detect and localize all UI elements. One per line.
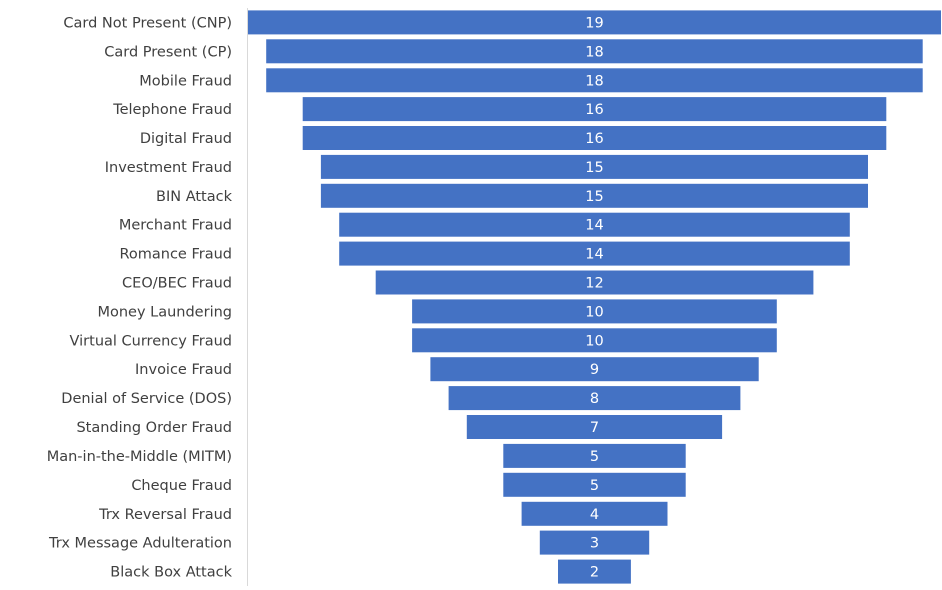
value-label: 10 [585,304,603,320]
bar [430,357,759,382]
value-label: 9 [590,362,599,378]
category-label: Romance Fraud [119,247,232,263]
value-label: 4 [590,507,599,523]
category-label: BIN Attack [156,189,233,205]
bar [503,472,686,497]
bar [539,530,650,555]
bar [339,241,850,266]
value-label: 5 [590,449,599,465]
category-label: Man-in-the-Middle (MITM) [47,449,232,465]
bar [375,270,814,295]
category-label: Telephone Fraud [112,102,232,118]
category-label: CEO/BEC Fraud [122,276,232,292]
value-label: 7 [590,420,599,436]
bar [558,559,631,584]
bar [521,501,668,526]
bar [412,328,777,353]
value-label: 8 [590,391,599,407]
category-label: Investment Fraud [105,160,232,176]
value-label: 15 [585,160,603,176]
value-label: 15 [585,189,603,205]
value-label: 5 [590,478,599,494]
bars-group [248,10,941,584]
value-labels-group: 19 18 18 16 16 15 15 14 14 12 10 10 9 8 7 5 5 4 3 2 [585,15,603,580]
category-label: Standing Order Fraud [76,420,232,436]
bar [412,299,777,324]
category-label: Card Not Present (CNP) [63,15,232,31]
category-label: Money Laundering [97,304,232,320]
bar [302,126,887,150]
value-label: 2 [590,565,599,581]
value-label: 16 [585,102,603,118]
bar [320,154,868,179]
value-label: 10 [585,333,603,349]
category-label: Trx Message Adulteration [48,536,232,552]
bar [266,68,923,93]
value-label: 14 [585,247,603,263]
category-label: Digital Fraud [140,131,232,147]
value-label: 19 [585,15,603,31]
category-label: Card Present (CP) [104,44,232,60]
category-label: Cheque Fraud [131,478,232,494]
bar [448,386,741,411]
category-label: Virtual Currency Fraud [70,333,232,349]
value-label: 14 [585,218,603,234]
category-label: Merchant Fraud [119,218,232,234]
bar [339,212,850,237]
bar [248,10,941,35]
value-label: 18 [585,44,603,60]
bar [466,415,723,439]
bar [503,443,686,468]
category-labels-group: Card Not Present (CNP) Card Present (CP) M… [47,15,233,580]
category-label: Mobile Fraud [139,73,232,89]
value-label: 12 [585,276,603,292]
bar [266,39,923,64]
value-label: 16 [585,131,603,147]
bar [302,97,887,122]
value-label: 3 [590,536,599,552]
category-label: Invoice Fraud [135,362,232,378]
category-label: Trx Reversal Fraud [98,507,232,523]
category-label: Denial of Service (DOS) [61,391,232,407]
bar [320,183,868,208]
category-label: Black Box Attack [110,565,232,581]
value-label: 18 [585,73,603,89]
